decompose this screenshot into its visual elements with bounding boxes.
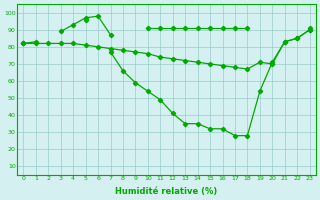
X-axis label: Humidité relative (%): Humidité relative (%) [116,187,218,196]
